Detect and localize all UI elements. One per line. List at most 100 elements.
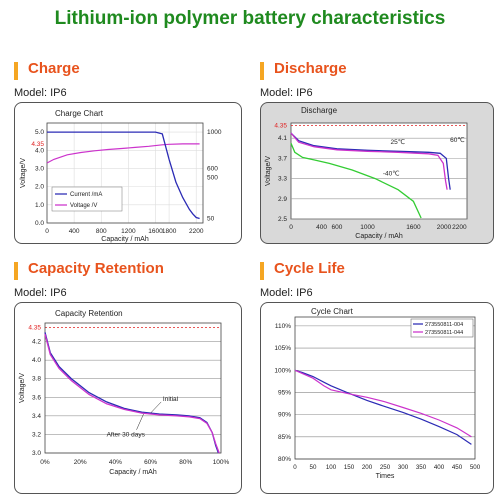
legend-box (51, 186, 123, 212)
accent-bar (260, 262, 264, 280)
y-tick-label: 3.6 (32, 394, 41, 401)
charge-chart-panel: Charge Chart 0 400 800 1200 1600 1800 2200 0.0 1.… (14, 102, 242, 244)
x-tick-label: 400 (434, 464, 445, 471)
x-tick-label: 2000 (437, 224, 452, 231)
x-tick-label: 1600 (148, 228, 163, 235)
legend-label: 273550811-004 (425, 322, 463, 328)
x-tick-label: 800 (96, 228, 107, 235)
series-label-60c: 60℃ (450, 136, 465, 144)
x-tick-label: 300 (398, 464, 409, 471)
chart-title: Charge Chart (55, 109, 104, 118)
section-heading: Charge (14, 60, 244, 82)
x-tick-label: 1200 (121, 228, 136, 235)
x-tick-label: 1600 (406, 224, 421, 231)
section-title: Cycle Life (274, 260, 345, 277)
model-label: Model: IP6 (260, 87, 313, 99)
plot-frame (294, 316, 476, 460)
y-tick-label: 3.3 (278, 176, 287, 183)
x-tick-label: 200 (362, 464, 373, 471)
model-label: Model: IP6 (14, 287, 67, 299)
capacity-retention-section: Capacity Retention Model: IP6 Capacity R… (14, 260, 244, 496)
x-axis-label: Times (376, 473, 395, 480)
model-label: Model: IP6 (14, 87, 67, 99)
model-label: Model: IP6 (260, 287, 313, 299)
y-tick-label: 95% (278, 389, 291, 396)
plot-frame (46, 122, 204, 224)
x-tick-label: 0 (289, 224, 293, 231)
y-tick-label: 4.0 (35, 147, 44, 154)
current-line (47, 131, 200, 220)
x-tick-label: 40% (109, 459, 122, 466)
y-tick-label: 100% (274, 367, 291, 374)
section-title: Capacity Retention (28, 260, 164, 277)
y-tick-label: 4.2 (32, 339, 41, 346)
x-axis-label: Capacity / mAh (101, 236, 149, 243)
y-tick-label: 2.0 (35, 184, 44, 191)
x-tick-label: 50 (310, 464, 317, 471)
x-tick-label: 0 (293, 464, 297, 471)
plot-frame (44, 322, 222, 454)
y-tick-label: 3.7 (278, 155, 287, 162)
x-tick-label: 400 (69, 228, 80, 235)
y-tick-label: 3.0 (32, 450, 41, 457)
discharge-section: Discharge Model: IP6 Discharge 0 400 600 100… (260, 60, 496, 250)
y-tick-label: 3.0 (35, 165, 44, 172)
series-line (290, 132, 448, 190)
series-label-minus40c: -40℃ (383, 170, 400, 178)
chart-title: Cycle Chart (311, 307, 354, 316)
x-tick-label: 500 (470, 464, 481, 471)
series-line (290, 142, 422, 219)
x-axis-label: Capacity / mAh (355, 233, 403, 240)
y-tick-label: 3.2 (32, 431, 41, 438)
y2-tick-label: 1000 (207, 129, 222, 136)
x-tick-label: 60% (144, 459, 157, 466)
plot-frame (290, 122, 468, 220)
series-label-after-30-days: After 30 days (107, 431, 146, 438)
y-tick-label: 0.0 (35, 220, 44, 227)
x-tick-label: 600 (331, 224, 342, 231)
series-line (290, 132, 451, 190)
y-tick-label: 3.4 (32, 413, 41, 420)
page-title: Lithium-ion polymer battery characterist… (54, 8, 446, 29)
cycle-life-section: Cycle Life Model: IP6 Cycle Chart 0 50 100 1… (260, 260, 496, 496)
x-tick-label: 450 (452, 464, 463, 471)
x-tick-label: 2200 (452, 224, 467, 231)
y2-tick-label: 500 (207, 175, 218, 182)
annotation-leader (150, 401, 162, 414)
y-axis-label: Voltage/V (20, 158, 27, 188)
y-tick-label: 1.0 (35, 202, 44, 209)
x-tick-label: 80% (179, 459, 192, 466)
accent-bar (14, 62, 18, 80)
legend-label: Voltage /V (70, 203, 97, 209)
legend-box (410, 318, 474, 338)
discharge-chart-panel: Discharge 0 400 600 1000 1600 2000 2200 2.5 2.9 3.… (260, 102, 494, 244)
capacity-retention-chart-panel: Capacity Retention 0% 20% 40% 60% 80% 100% 3.0 3… (14, 302, 242, 494)
x-tick-label: 350 (416, 464, 427, 471)
y-tick-label: 2.5 (278, 216, 287, 223)
chart-title: Capacity Retention (55, 309, 123, 318)
x-tick-label: 100% (213, 459, 230, 466)
series-line (44, 333, 220, 454)
section-title: Charge (28, 60, 80, 77)
y-tick-label: 4.35 (31, 141, 44, 148)
cycle-chart: Cycle Chart 0 50 100 150 200 250 300 350 400 450 50… (274, 307, 481, 480)
annotation-leader (136, 413, 144, 430)
legend-label: 273550811-044 (425, 330, 463, 336)
y-tick-label: 4.35 (274, 123, 287, 130)
y2-tick-label: 600 (207, 165, 218, 172)
y-tick-label: 110% (275, 323, 291, 330)
x-tick-label: 0% (40, 459, 50, 466)
x-tick-label: 150 (344, 464, 355, 471)
x-tick-label: 1800 (162, 228, 177, 235)
x-axis-label: Capacity / mAh (109, 469, 157, 476)
charge-section: Charge Model: IP6 Charge Chart 0 400 800 120… (14, 60, 244, 250)
y-axis-label: Voltage/V (19, 373, 26, 403)
capacity-retention-chart: Capacity Retention 0% 20% 40% 60% 80% 100% 3.0 3… (19, 309, 230, 476)
x-tick-label: 20% (74, 459, 87, 466)
x-tick-label: 100 (326, 464, 337, 471)
y-tick-label: 105% (274, 345, 291, 352)
series-line (294, 369, 472, 438)
y-axis-label: Voltage/V (265, 156, 272, 186)
series-line (294, 369, 472, 445)
series-label-25c: 25℃ (390, 138, 405, 146)
